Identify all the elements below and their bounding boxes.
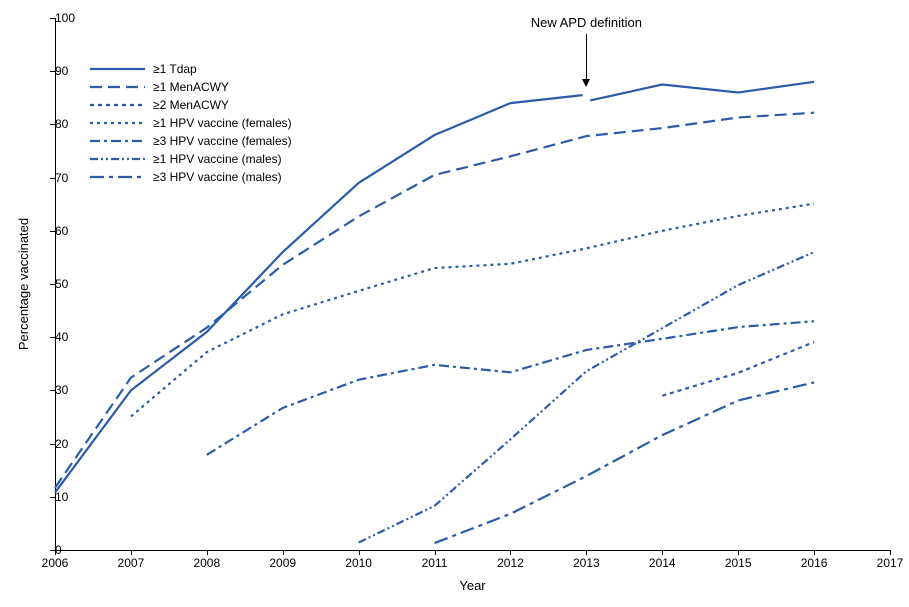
legend-label: ≥3 HPV vaccine (males)	[153, 170, 282, 184]
x-axis-label: Year	[459, 578, 485, 593]
y-tick-mark	[50, 231, 55, 232]
legend-item: ≥3 HPV vaccine (males)	[90, 168, 292, 186]
y-tick-mark	[50, 284, 55, 285]
series-line	[435, 382, 815, 543]
legend-swatch	[90, 132, 145, 150]
annotation-text: New APD definition	[531, 15, 642, 30]
x-tick-mark	[55, 550, 56, 555]
legend-item: ≥1 Tdap	[90, 60, 292, 78]
y-tick-mark	[50, 444, 55, 445]
y-tick-label: 20	[55, 437, 61, 451]
series-line	[359, 252, 814, 542]
x-tick-mark	[662, 550, 663, 555]
y-tick-mark	[50, 178, 55, 179]
x-tick-mark	[510, 550, 511, 555]
legend-swatch	[90, 60, 145, 78]
legend-item: ≥1 HPV vaccine (males)	[90, 150, 292, 168]
x-tick-mark	[586, 550, 587, 555]
legend-label: ≥1 HPV vaccine (females)	[153, 116, 292, 130]
series-line	[207, 321, 814, 455]
series-line	[662, 342, 814, 396]
series-line	[131, 204, 814, 417]
y-tick-label: 60	[55, 224, 61, 238]
y-tick-label: 90	[55, 64, 61, 78]
legend-swatch	[90, 150, 145, 168]
legend-swatch	[90, 78, 145, 96]
chart-legend: ≥1 Tdap ≥1 MenACWY ≥2 MenACWY ≥1 HPV vaccin…	[90, 60, 292, 186]
y-tick-label: 30	[55, 383, 61, 397]
x-tick-mark	[814, 550, 815, 555]
annotation-arrow	[586, 34, 588, 81]
legend-item: ≥3 HPV vaccine (females)	[90, 132, 292, 150]
y-tick-mark	[50, 71, 55, 72]
legend-label: ≥1 Tdap	[153, 62, 197, 76]
legend-label: ≥1 HPV vaccine (males)	[153, 152, 282, 166]
y-axis-label: Percentage vaccinated	[16, 218, 31, 350]
y-tick-mark	[50, 18, 55, 19]
x-tick-mark	[435, 550, 436, 555]
legend-label: ≥1 MenACWY	[153, 80, 229, 94]
legend-swatch	[90, 168, 145, 186]
y-tick-label: 70	[55, 171, 61, 185]
y-tick-label: 10	[55, 490, 61, 504]
legend-swatch	[90, 114, 145, 132]
y-tick-label: 40	[55, 330, 61, 344]
x-tick-mark	[890, 550, 891, 555]
y-tick-mark	[50, 124, 55, 125]
legend-swatch	[90, 96, 145, 114]
y-tick-mark	[50, 337, 55, 338]
x-tick-mark	[131, 550, 132, 555]
legend-label: ≥2 MenACWY	[153, 98, 229, 112]
y-tick-label: 100	[55, 11, 61, 25]
legend-item: ≥2 MenACWY	[90, 96, 292, 114]
x-tick-mark	[738, 550, 739, 555]
legend-item: ≥1 HPV vaccine (females)	[90, 114, 292, 132]
x-tick-mark	[207, 550, 208, 555]
y-tick-label: 80	[55, 117, 61, 131]
x-tick-mark	[359, 550, 360, 555]
vaccination-line-chart: Percentage vaccinated Year New APD defin…	[0, 0, 909, 607]
y-tick-mark	[50, 497, 55, 498]
series-line	[590, 82, 814, 101]
y-tick-label: 50	[55, 277, 61, 291]
annotation-arrowhead-icon	[582, 79, 590, 87]
y-tick-mark	[50, 390, 55, 391]
legend-label: ≥3 HPV vaccine (females)	[153, 134, 292, 148]
x-tick-mark	[283, 550, 284, 555]
legend-item: ≥1 MenACWY	[90, 78, 292, 96]
